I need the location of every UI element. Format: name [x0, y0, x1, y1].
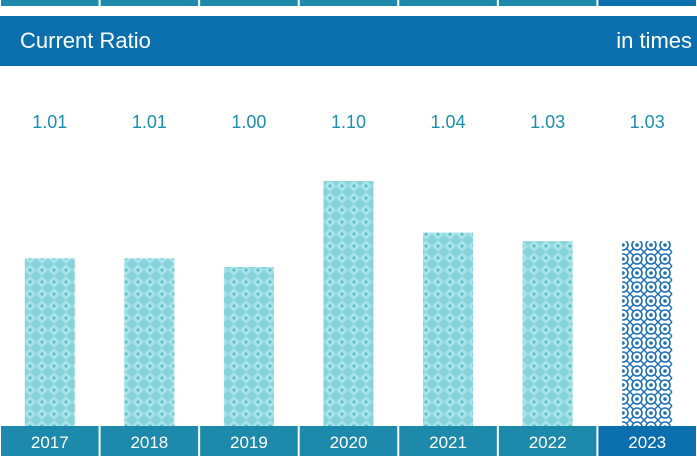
top-tab-segment-2020	[299, 0, 398, 6]
year-tab-2021	[399, 426, 497, 456]
chart-unit-label: in times	[616, 28, 692, 53]
top-tab-segment-2023	[598, 0, 696, 6]
top-tab-segment-2021	[399, 0, 497, 6]
year-tab-2022	[498, 426, 597, 456]
year-label-2019: 2019	[230, 433, 268, 452]
top-tab-strip	[1, 0, 696, 6]
year-tabs: 2017 2018 2019 2020 2021 2022 2023	[1, 426, 696, 456]
top-tab-segment-2018	[100, 0, 199, 6]
top-tab-segment-2017	[1, 0, 99, 6]
top-tab-segment-2022	[498, 0, 597, 6]
year-tab-2018	[100, 426, 199, 456]
year-label-2022: 2022	[529, 433, 567, 452]
value-label-2022: 1.03	[530, 112, 565, 132]
bar-2018	[124, 258, 175, 426]
value-label-2021: 1.04	[431, 112, 466, 132]
bars	[24, 181, 673, 426]
bar-2020	[323, 181, 374, 426]
bar-2019	[223, 267, 274, 426]
year-label-2023: 2023	[628, 433, 666, 452]
year-label-2020: 2020	[330, 433, 368, 452]
value-label-2019: 1.00	[231, 112, 266, 132]
bar-2023	[622, 241, 673, 426]
year-tab-2020	[299, 426, 398, 456]
year-tab-2023	[598, 426, 696, 456]
value-labels: 1.01 1.01 1.00 1.10 1.04 1.03 1.03	[32, 112, 664, 132]
value-label-2018: 1.01	[132, 112, 167, 132]
bar-2017	[24, 258, 75, 426]
year-tab-2019	[200, 426, 298, 456]
bar-2022	[522, 241, 573, 426]
year-label-2021: 2021	[429, 433, 467, 452]
chart-title: Current Ratio	[20, 28, 151, 53]
year-tab-2017	[1, 426, 99, 456]
value-label-2017: 1.01	[32, 112, 67, 132]
value-label-2020: 1.10	[331, 112, 366, 132]
bar-2021	[423, 232, 474, 426]
top-tab-segment-2019	[200, 0, 298, 6]
year-label-2018: 2018	[130, 433, 168, 452]
year-label-2017: 2017	[31, 433, 69, 452]
value-label-2023: 1.03	[630, 112, 665, 132]
chart-header-band	[0, 16, 697, 66]
